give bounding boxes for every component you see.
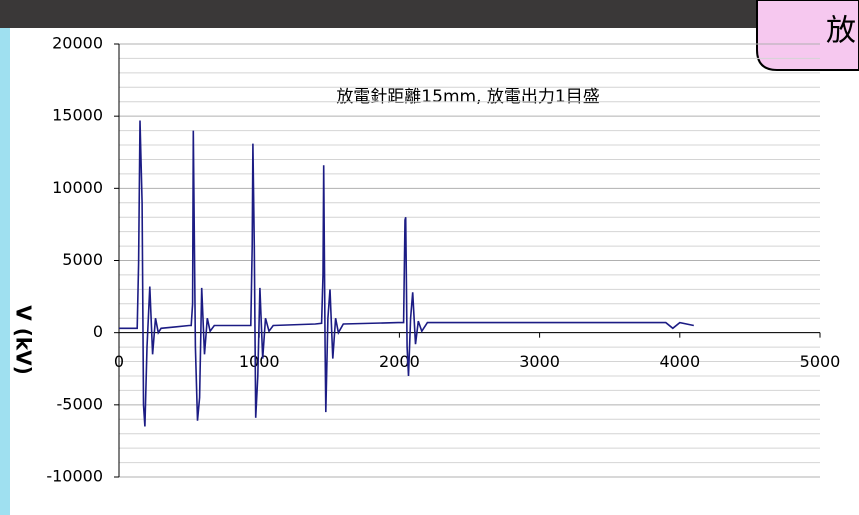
y-tick-label: 15000 [52,106,103,125]
left-strip [0,0,10,515]
screenshot: 放 放電針距離15mm, 放電出力1目盛 V (kV) -10000 -5000 0… [0,0,859,515]
x-tick-label: 4000 [659,352,700,371]
y-axis-label: V (kV) [12,305,36,375]
top-photo-strip [0,0,859,28]
x-tick-label: 5000 [800,352,841,371]
x-tick-label: 0 [114,352,124,371]
y-tick-label: 0 [93,322,103,341]
chart-annotation: 放電針距離15mm, 放電出力1目盛 [336,87,599,107]
y-tick-label: 5000 [62,250,103,269]
y-tick-label: 20000 [52,34,103,53]
banner-text: 放 [826,14,856,49]
x-tick-label: 1000 [239,352,280,371]
x-tick-label: 2000 [379,352,420,371]
x-tick-label: 3000 [519,352,560,371]
y-tick-label: -5000 [57,394,104,413]
y-tick-label: 10000 [52,178,103,197]
y-tick-label: -10000 [46,467,103,486]
